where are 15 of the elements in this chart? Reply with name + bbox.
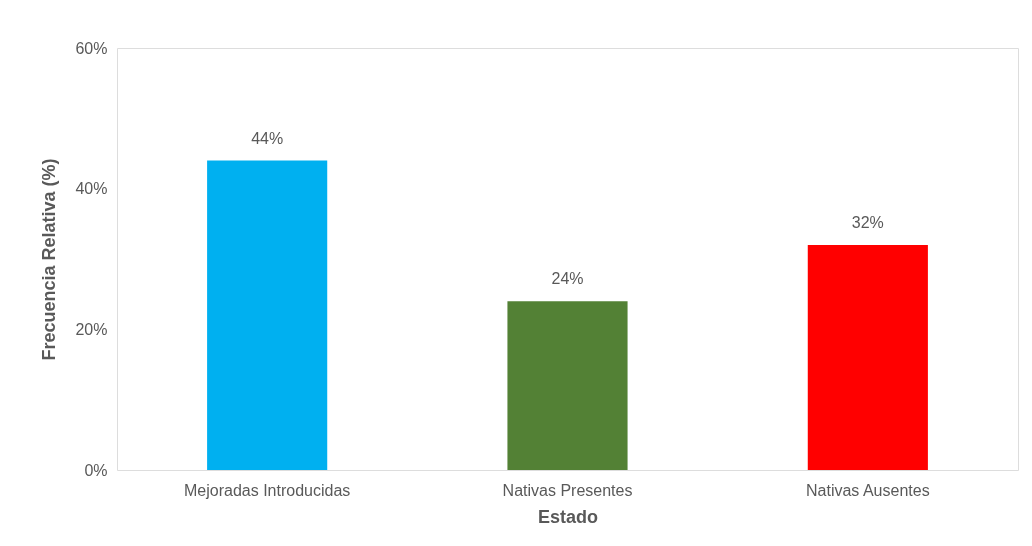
x-tick-label: Nativas Ausentes bbox=[806, 481, 930, 499]
x-tick-label: Nativas Presentes bbox=[502, 481, 633, 499]
y-tick-label: 60% bbox=[75, 39, 108, 57]
bar bbox=[807, 244, 928, 470]
y-axis-title: Frecuencia Relativa (%) bbox=[39, 158, 60, 361]
y-tick-label: 0% bbox=[84, 461, 108, 479]
bar bbox=[507, 301, 628, 470]
y-tick-label: 20% bbox=[75, 320, 108, 338]
x-tick-label: Mejoradas Introducidas bbox=[184, 481, 351, 499]
data-label: 44% bbox=[251, 129, 284, 147]
x-axis-title: Estado bbox=[537, 506, 599, 527]
data-label: 24% bbox=[551, 270, 584, 288]
bar bbox=[207, 160, 328, 470]
y-tick-label: 40% bbox=[75, 180, 108, 198]
data-label: 32% bbox=[851, 213, 884, 231]
